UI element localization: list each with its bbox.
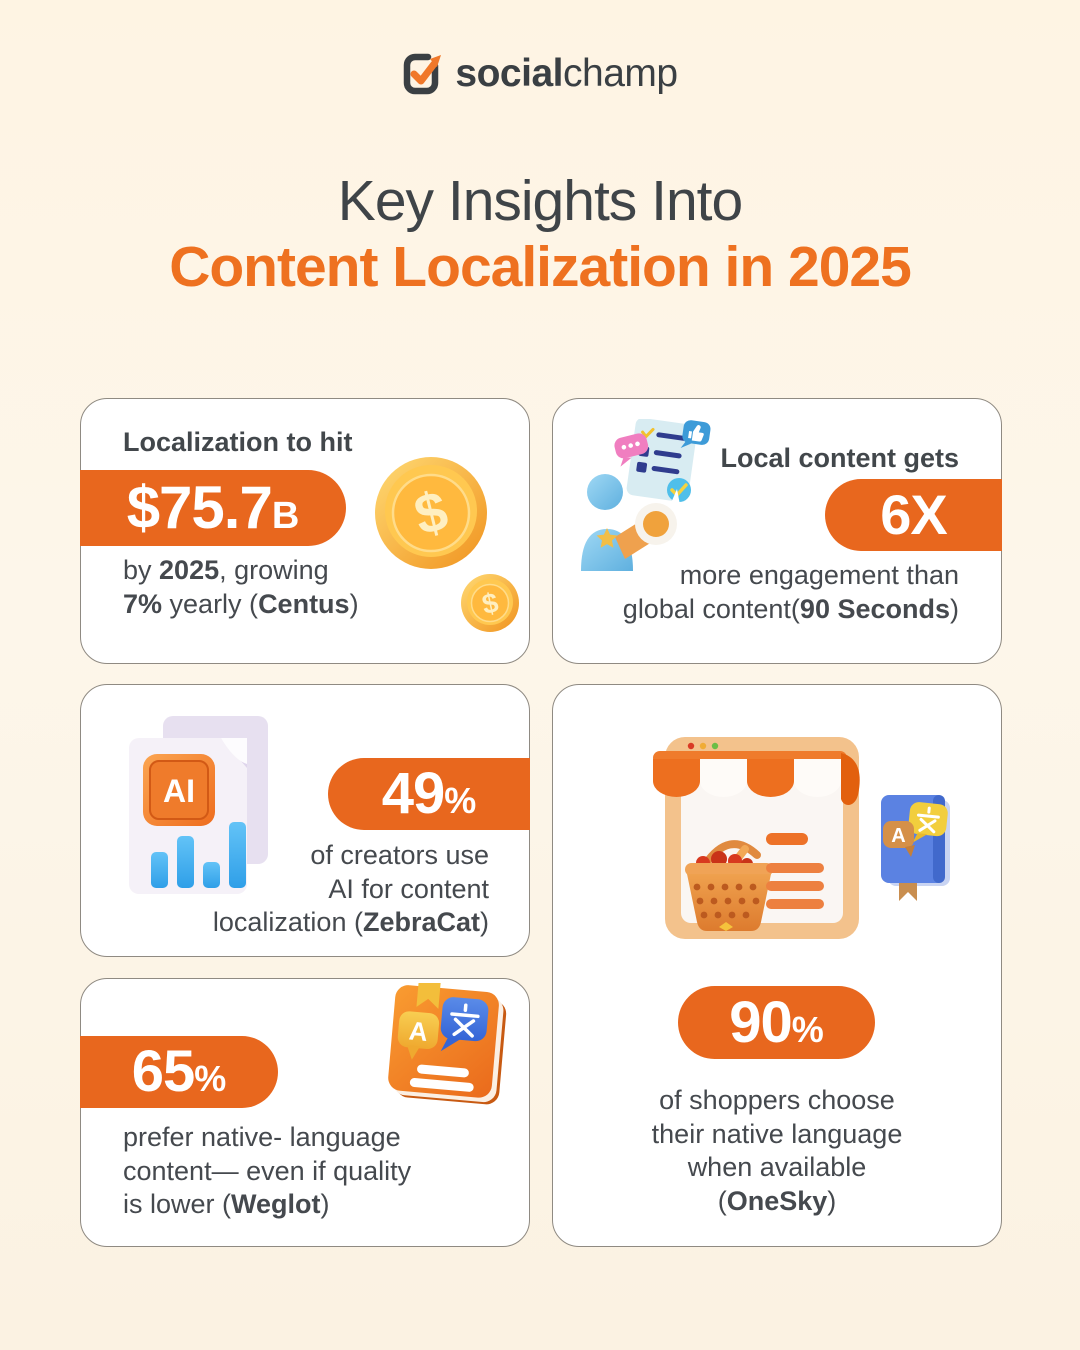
svg-text:$: $	[479, 587, 501, 621]
ai-document-icon: AI	[129, 716, 268, 894]
awning-icon	[653, 751, 860, 805]
stat-value: 6X	[880, 483, 947, 546]
star-icon	[596, 528, 618, 548]
storefront-window-icon	[653, 737, 860, 939]
page-title: Key Insights Into Content Localization i…	[0, 170, 1080, 299]
ribbon-bookmark-icon	[899, 883, 917, 901]
check-circle-icon	[667, 478, 691, 502]
svg-text:AI: AI	[163, 773, 195, 809]
stat-pill-engagement: 6X	[825, 479, 1002, 551]
card-intro-text: Localization to hit	[123, 427, 353, 457]
translation-dictionary-icon: A	[881, 795, 950, 901]
body-line: their native language	[651, 1118, 903, 1149]
stat-unit: %	[194, 1058, 227, 1099]
bookmark-icon	[416, 983, 441, 1009]
card-body-text: of shoppers choose their native language…	[553, 1084, 1001, 1218]
dollar-coins-icon: $ $	[375, 457, 519, 632]
stat-value: 49	[381, 761, 446, 826]
body-line: 7% yearly (Centus)	[123, 588, 359, 619]
body-line: by 2025, growing	[123, 555, 329, 585]
megaphone-icon	[615, 489, 697, 559]
body-line: localization (ZebraCat)	[212, 907, 489, 937]
card-body-text: prefer native- language content— even if…	[123, 1121, 411, 1222]
body-line: of creators use	[310, 840, 489, 870]
stat-unit: B	[271, 495, 300, 537]
translation-book-icon: A	[388, 983, 507, 1105]
stat-unit: %	[791, 1009, 824, 1050]
card-shoppers-native-language: A 90% of shoppers choose their native la…	[552, 684, 1002, 1247]
logo-word-social: social	[455, 52, 563, 95]
chinese-character-bubble-icon	[440, 997, 489, 1052]
body-line: content— even if quality	[123, 1155, 412, 1186]
body-line: when available	[687, 1152, 867, 1182]
body-line: is lower (Weglot)	[123, 1189, 330, 1219]
stat-value: 90	[729, 990, 793, 1055]
socialchamp-check-icon	[404, 53, 442, 95]
stat-value: 65	[131, 1039, 196, 1104]
body-line: AI for content	[328, 873, 489, 904]
card-native-language-preference: 65% A	[80, 978, 530, 1247]
svg-text:A: A	[408, 1015, 430, 1047]
shopping-basket-icon	[685, 840, 773, 931]
card-body-text: of creators use AI for content localizat…	[213, 839, 489, 940]
text-lines-icon	[766, 833, 824, 909]
stat-value: $75.7	[126, 474, 273, 541]
body-line: prefer native- language	[123, 1122, 401, 1152]
card-local-content-engagement: Local content gets 6X more engagement th…	[552, 398, 1002, 664]
body-line: of shoppers choose	[659, 1085, 895, 1115]
announcement-person-icon	[581, 419, 711, 571]
card-body-text: by 2025, growing 7% yearly (Centus)	[123, 554, 359, 621]
bar-chart-icon	[151, 822, 246, 888]
socialchamp-logo: socialchamp	[0, 52, 1080, 96]
page-title-line2: Content Localization in 2025	[169, 235, 912, 299]
chat-bubble-icon	[614, 433, 649, 467]
card-localization-market: Localization to hit $75.7B by 2025, grow…	[80, 398, 530, 664]
letter-a-bubble-icon: A	[883, 821, 915, 857]
storefront-translation-icon: A	[653, 737, 950, 939]
stat-pill-market: $75.7B	[80, 470, 346, 546]
svg-text:A: A	[891, 825, 905, 847]
chinese-character-bubble-icon	[908, 802, 948, 843]
logo-word-champ: champ	[563, 52, 678, 95]
socialchamp-logo-text: socialchamp	[455, 52, 678, 96]
body-line: (OneSky)	[717, 1185, 837, 1216]
card-ai-localization: AI 49% of creators use AI for content lo…	[80, 684, 530, 957]
stat-pill-ai: 49%	[328, 758, 530, 830]
card-body-text: more engagement than global content(90 S…	[623, 559, 959, 626]
body-line: global content(90 Seconds)	[622, 593, 959, 624]
letter-a-bubble-icon: A	[397, 1011, 440, 1060]
body-line: more engagement than	[679, 560, 959, 590]
ai-badge: AI	[143, 754, 215, 826]
stat-pill-native: 65%	[80, 1036, 278, 1108]
stat-unit: %	[444, 780, 477, 821]
card-intro-text: Local content gets	[720, 443, 959, 473]
stat-pill-shoppers: 90%	[678, 986, 875, 1059]
page-title-line1: Key Insights Into	[337, 169, 743, 233]
thumbs-up-icon	[680, 420, 711, 449]
